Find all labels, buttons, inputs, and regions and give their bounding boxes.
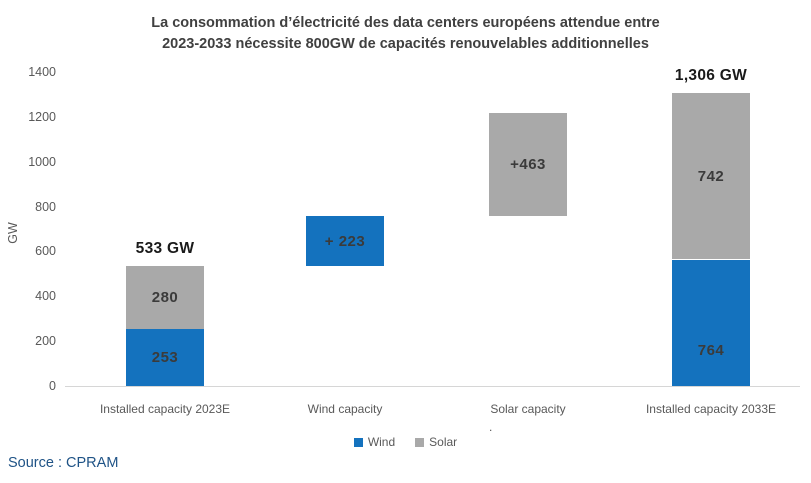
- stray-dot: .: [489, 420, 493, 434]
- chart-title-line1: La consommation d’électricité des data c…: [151, 15, 660, 31]
- x-category-label-4: Installed capacity 2033E: [645, 402, 777, 416]
- source-note: Source : CPRAM: [8, 455, 119, 471]
- y-tick-200: 200: [35, 334, 56, 349]
- legend-label-wind: Wind: [367, 435, 396, 449]
- bar-4-wind-value-label: 764: [697, 342, 725, 360]
- bar-2-segment-wind: + 223: [306, 216, 384, 267]
- bar-1-segment-wind: 253: [126, 329, 204, 386]
- bar-1-segment-solar: 280: [126, 266, 204, 330]
- x-category-label-3: Solar capacity: [490, 402, 566, 416]
- legend-swatch-solar: [415, 437, 425, 447]
- y-tick-800: 800: [35, 199, 56, 214]
- bar-1-total-label: 533 GW: [135, 240, 195, 258]
- bar-2-wind-value-label: + 223: [324, 232, 366, 250]
- bar-1-wind-value-label: 253: [151, 349, 179, 367]
- y-tick-0: 0: [49, 379, 56, 393]
- y-tick-1200: 1200: [28, 109, 56, 124]
- legend-label-solar: Solar: [429, 435, 458, 449]
- x-category-label-1: Installed capacity 2023E: [99, 402, 231, 416]
- bar-4-segment-solar: 742: [672, 93, 750, 260]
- legend: Wind Solar: [0, 435, 811, 449]
- y-tick-1400: 1400: [28, 65, 56, 79]
- bar-3-solar-value-label: +463: [510, 156, 546, 174]
- bar-4-segment-wind: 764: [672, 259, 750, 386]
- chart-title-line2: 2023-2033 nécessite 800GW de capacités r…: [162, 36, 649, 52]
- bar-4-total-label: 1,306 GW: [674, 67, 748, 85]
- bar-4-solar-value-label: 742: [697, 167, 725, 185]
- legend-swatch-wind: [353, 437, 363, 447]
- legend-item-wind: Wind: [353, 435, 396, 449]
- y-tick-1000: 1000: [28, 154, 56, 169]
- x-category-label-2: Wind capacity: [307, 402, 383, 416]
- y-tick-400: 400: [35, 289, 56, 304]
- x-axis-line: [65, 386, 800, 387]
- legend-item-solar: Solar: [415, 435, 457, 449]
- bar-3-segment-solar: +463: [489, 112, 567, 217]
- chart-title: La consommation d’électricité des data c…: [0, 13, 811, 55]
- y-tick-600: 600: [35, 244, 56, 259]
- bar-1-solar-value-label: 280: [151, 289, 179, 307]
